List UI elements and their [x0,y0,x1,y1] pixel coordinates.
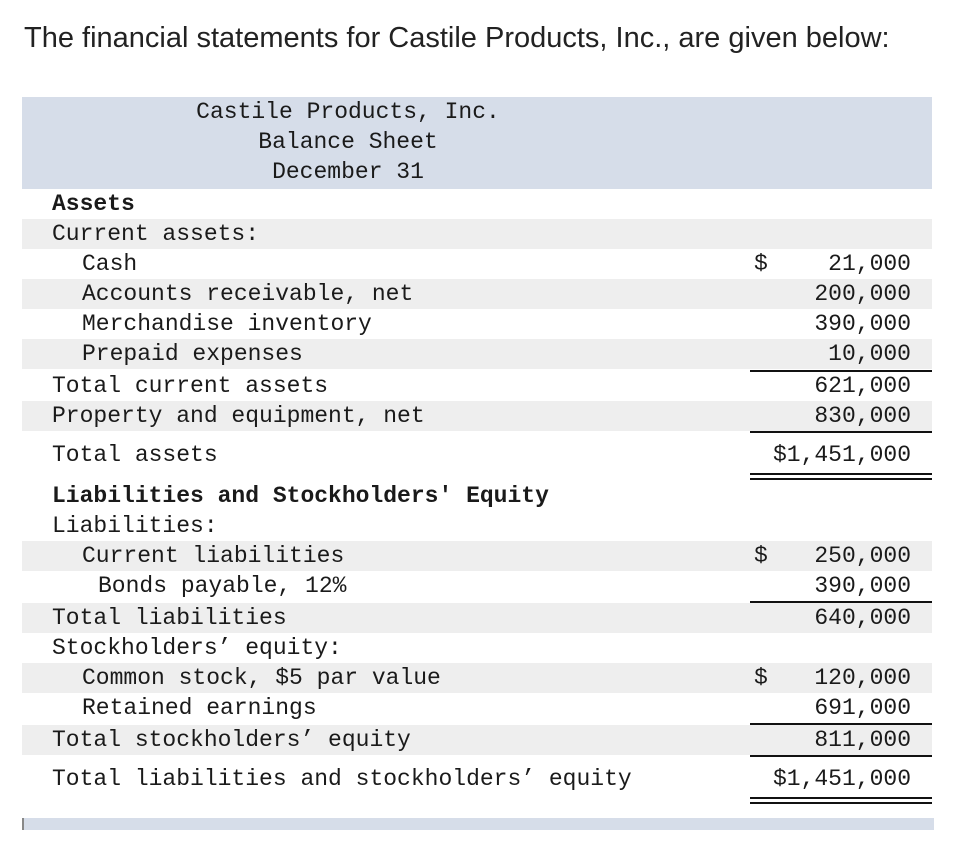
table-bottom-scrollbar[interactable] [22,818,934,830]
row-amount: 21,000 [828,251,911,277]
row-label: Common stock, $5 par value [82,665,441,691]
row-label: Current liabilities [82,543,345,569]
row-amount: 621,000 [814,373,911,399]
row-label: Accounts receivable, net [82,281,414,307]
row-label: Total assets [52,442,218,468]
statement-date: December 31 [272,159,424,185]
row-label: Total stockholders’ equity [52,727,411,753]
row-label: Merchandise inventory [82,311,372,337]
row-label: Total current assets [52,373,329,399]
company-name: Castile Products, Inc. [196,99,500,125]
underline-rule [750,601,932,603]
row-label: Retained earnings [82,695,317,721]
double-underline-rule [750,473,932,475]
section-heading-liabilities-equity: Liabilities and Stockholders' Equity [22,481,932,511]
table-row: Merchandise inventory 390,000 [22,309,932,339]
row-label: Total liabilities [52,605,287,631]
table-row: Bonds payable, 12% 390,000 [22,571,932,601]
row-amount: 250,000 [814,543,911,569]
table-row: Accounts receivable, net 200,000 [22,279,932,309]
table-row-total-liabilities-equity: Total liabilities and stockholders’ equi… [22,764,932,794]
row-amount: 10,000 [828,341,911,367]
table-row-total-assets: Total assets $1,451,000 [22,440,932,470]
row-amount: 390,000 [814,573,911,599]
table-row: Retained earnings 691,000 [22,693,932,723]
table-row: Current assets: [22,219,932,249]
row-label: Liabilities: [52,513,218,539]
row-amount: 120,000 [814,665,911,691]
row-amount: 640,000 [814,605,911,631]
table-row: Liabilities: [22,511,932,541]
row-label: Bonds payable, 12% [98,573,347,599]
row-amount: 200,000 [814,281,911,307]
statement-header: Castile Products, Inc. Balance Sheet Dec… [22,97,932,189]
row-label: Total liabilities and stockholders’ equi… [52,766,632,792]
row-label: Liabilities and Stockholders' Equity [52,483,549,509]
double-underline-rule [750,797,932,799]
row-amount: 830,000 [814,403,911,429]
table-row: Total stockholders’ equity 811,000 [22,725,932,755]
row-label: Stockholders’ equity: [52,635,342,661]
table-row: Cash $ 21,000 [22,249,932,279]
intro-text: The financial statements for Castile Pro… [24,22,890,54]
underline-rule [750,723,932,725]
underline-rule [750,431,932,433]
statement-title: Balance Sheet [258,129,438,155]
row-amount: 390,000 [814,311,911,337]
row-label: Cash [82,251,138,277]
table-row: Total liabilities 640,000 [22,603,932,633]
row-amount: 691,000 [814,695,911,721]
row-amount: $1,451,000 [772,766,911,792]
row-amount: $1,451,000 [772,442,911,468]
double-underline-rule [750,478,932,480]
underline-rule [750,755,932,757]
row-amount: 811,000 [814,727,911,753]
table-row: Stockholders’ equity: [22,633,932,663]
dollar-sign: $ [754,251,768,277]
balance-sheet: Castile Products, Inc. Balance Sheet Dec… [22,97,932,831]
table-row: Current liabilities $ 250,000 [22,541,932,571]
section-heading-assets: Assets [22,189,932,219]
dollar-sign: $ [754,665,768,691]
table-row: Property and equipment, net 830,000 [22,401,932,431]
row-label: Assets [52,191,135,217]
table-row: Prepaid expenses 10,000 [22,339,932,369]
row-label: Property and equipment, net [52,403,425,429]
underline-rule [750,370,932,372]
dollar-sign: $ [754,543,768,569]
row-label: Current assets: [52,221,260,247]
table-row: Common stock, $5 par value $ 120,000 [22,663,932,693]
double-underline-rule [750,802,932,804]
table-row: Total current assets 621,000 [22,371,932,401]
row-label: Prepaid expenses [82,341,303,367]
